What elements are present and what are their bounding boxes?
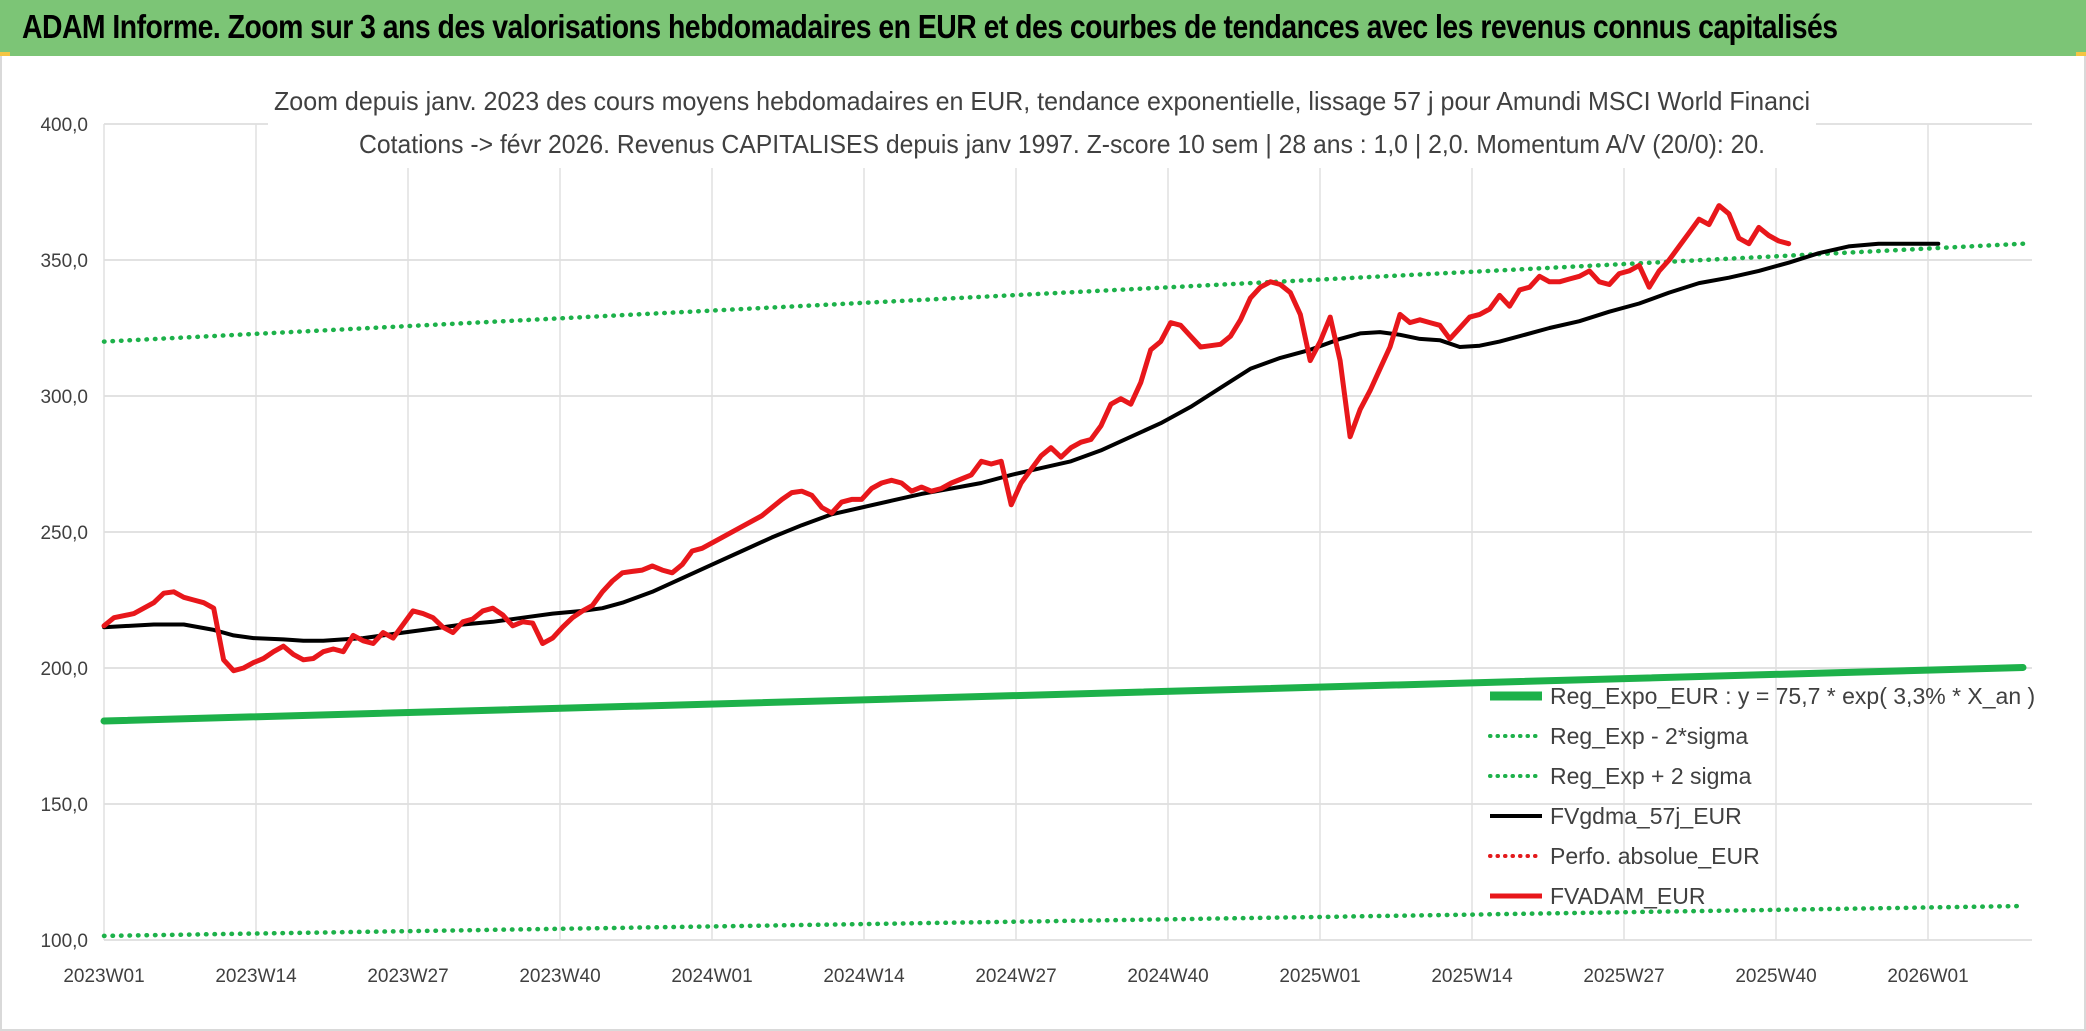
banner: ADAM Informe. Zoom sur 3 ans des valoris…	[0, 0, 2086, 56]
y-tick-label: 350,0	[40, 251, 88, 272]
x-tick-label: 2025W40	[1735, 966, 1816, 987]
series-line-0	[100, 664, 2027, 725]
chart-area	[0, 56, 2086, 1031]
x-tick-label: 2024W40	[1127, 966, 1208, 987]
y-tick-label: 150,0	[40, 795, 88, 816]
x-tick-label: 2023W40	[519, 966, 600, 987]
x-tick-label: 2024W14	[823, 966, 905, 987]
chart-title-line2: Cotations -> févr 2026. Revenus CAPITALI…	[359, 129, 1765, 159]
y-tick-label: 100,0	[40, 931, 88, 952]
x-tick-label: 2023W01	[63, 966, 144, 987]
y-axis: 100,0 150,0 200,0 250,0 300,0 350,0 400,0	[40, 115, 88, 952]
chart-title-line1: Zoom depuis janv. 2023 des cours moyens …	[274, 86, 1810, 116]
series-line-2	[101, 241, 2026, 344]
legend-label: Reg_Exp - 2*sigma	[1550, 723, 1748, 749]
corner-mark-right	[2076, 52, 2086, 56]
y-tick-label: 400,0	[40, 115, 88, 136]
series-line-1	[101, 903, 2026, 939]
series-line-3	[102, 241, 1941, 643]
legend-label: Perfo. absolue_EUR	[1550, 843, 1760, 869]
x-tick-label: 2025W14	[1431, 966, 1513, 987]
y-tick-label: 200,0	[40, 659, 88, 680]
y-tick-label: 250,0	[40, 523, 88, 544]
x-tick-label: 2024W27	[975, 966, 1056, 987]
legend-label: FVgdma_57j_EUR	[1550, 803, 1742, 829]
x-axis: 2023W01 2023W14 2023W27 2023W40 2024W01 2024W…	[63, 966, 1968, 987]
x-tick-label: 2023W14	[215, 966, 297, 987]
x-tick-label: 2025W01	[1279, 966, 1360, 987]
legend: Reg_Expo_EUR : y = 75,7 * exp( 3,3% * X_…	[1488, 683, 2035, 909]
corner-mark-left	[0, 52, 10, 56]
legend-label: Reg_Exp + 2 sigma	[1550, 763, 1752, 789]
x-tick-label: 2025W27	[1583, 966, 1664, 987]
legend-label: FVADAM_EUR	[1550, 883, 1706, 909]
page-title: ADAM Informe. Zoom sur 3 ans des valoris…	[22, 8, 1838, 45]
legend-label: Reg_Expo_EUR : y = 75,7 * exp( 3,3% * X_…	[1550, 683, 2035, 709]
chart-title: Zoom depuis janv. 2023 des cours moyens …	[268, 80, 1816, 168]
series-line-5	[101, 203, 1792, 674]
x-tick-label: 2024W01	[671, 966, 752, 987]
series-layer	[100, 203, 2027, 939]
x-tick-label: 2023W27	[367, 966, 448, 987]
y-tick-label: 300,0	[40, 387, 88, 408]
x-tick-label: 2026W01	[1887, 966, 1968, 987]
